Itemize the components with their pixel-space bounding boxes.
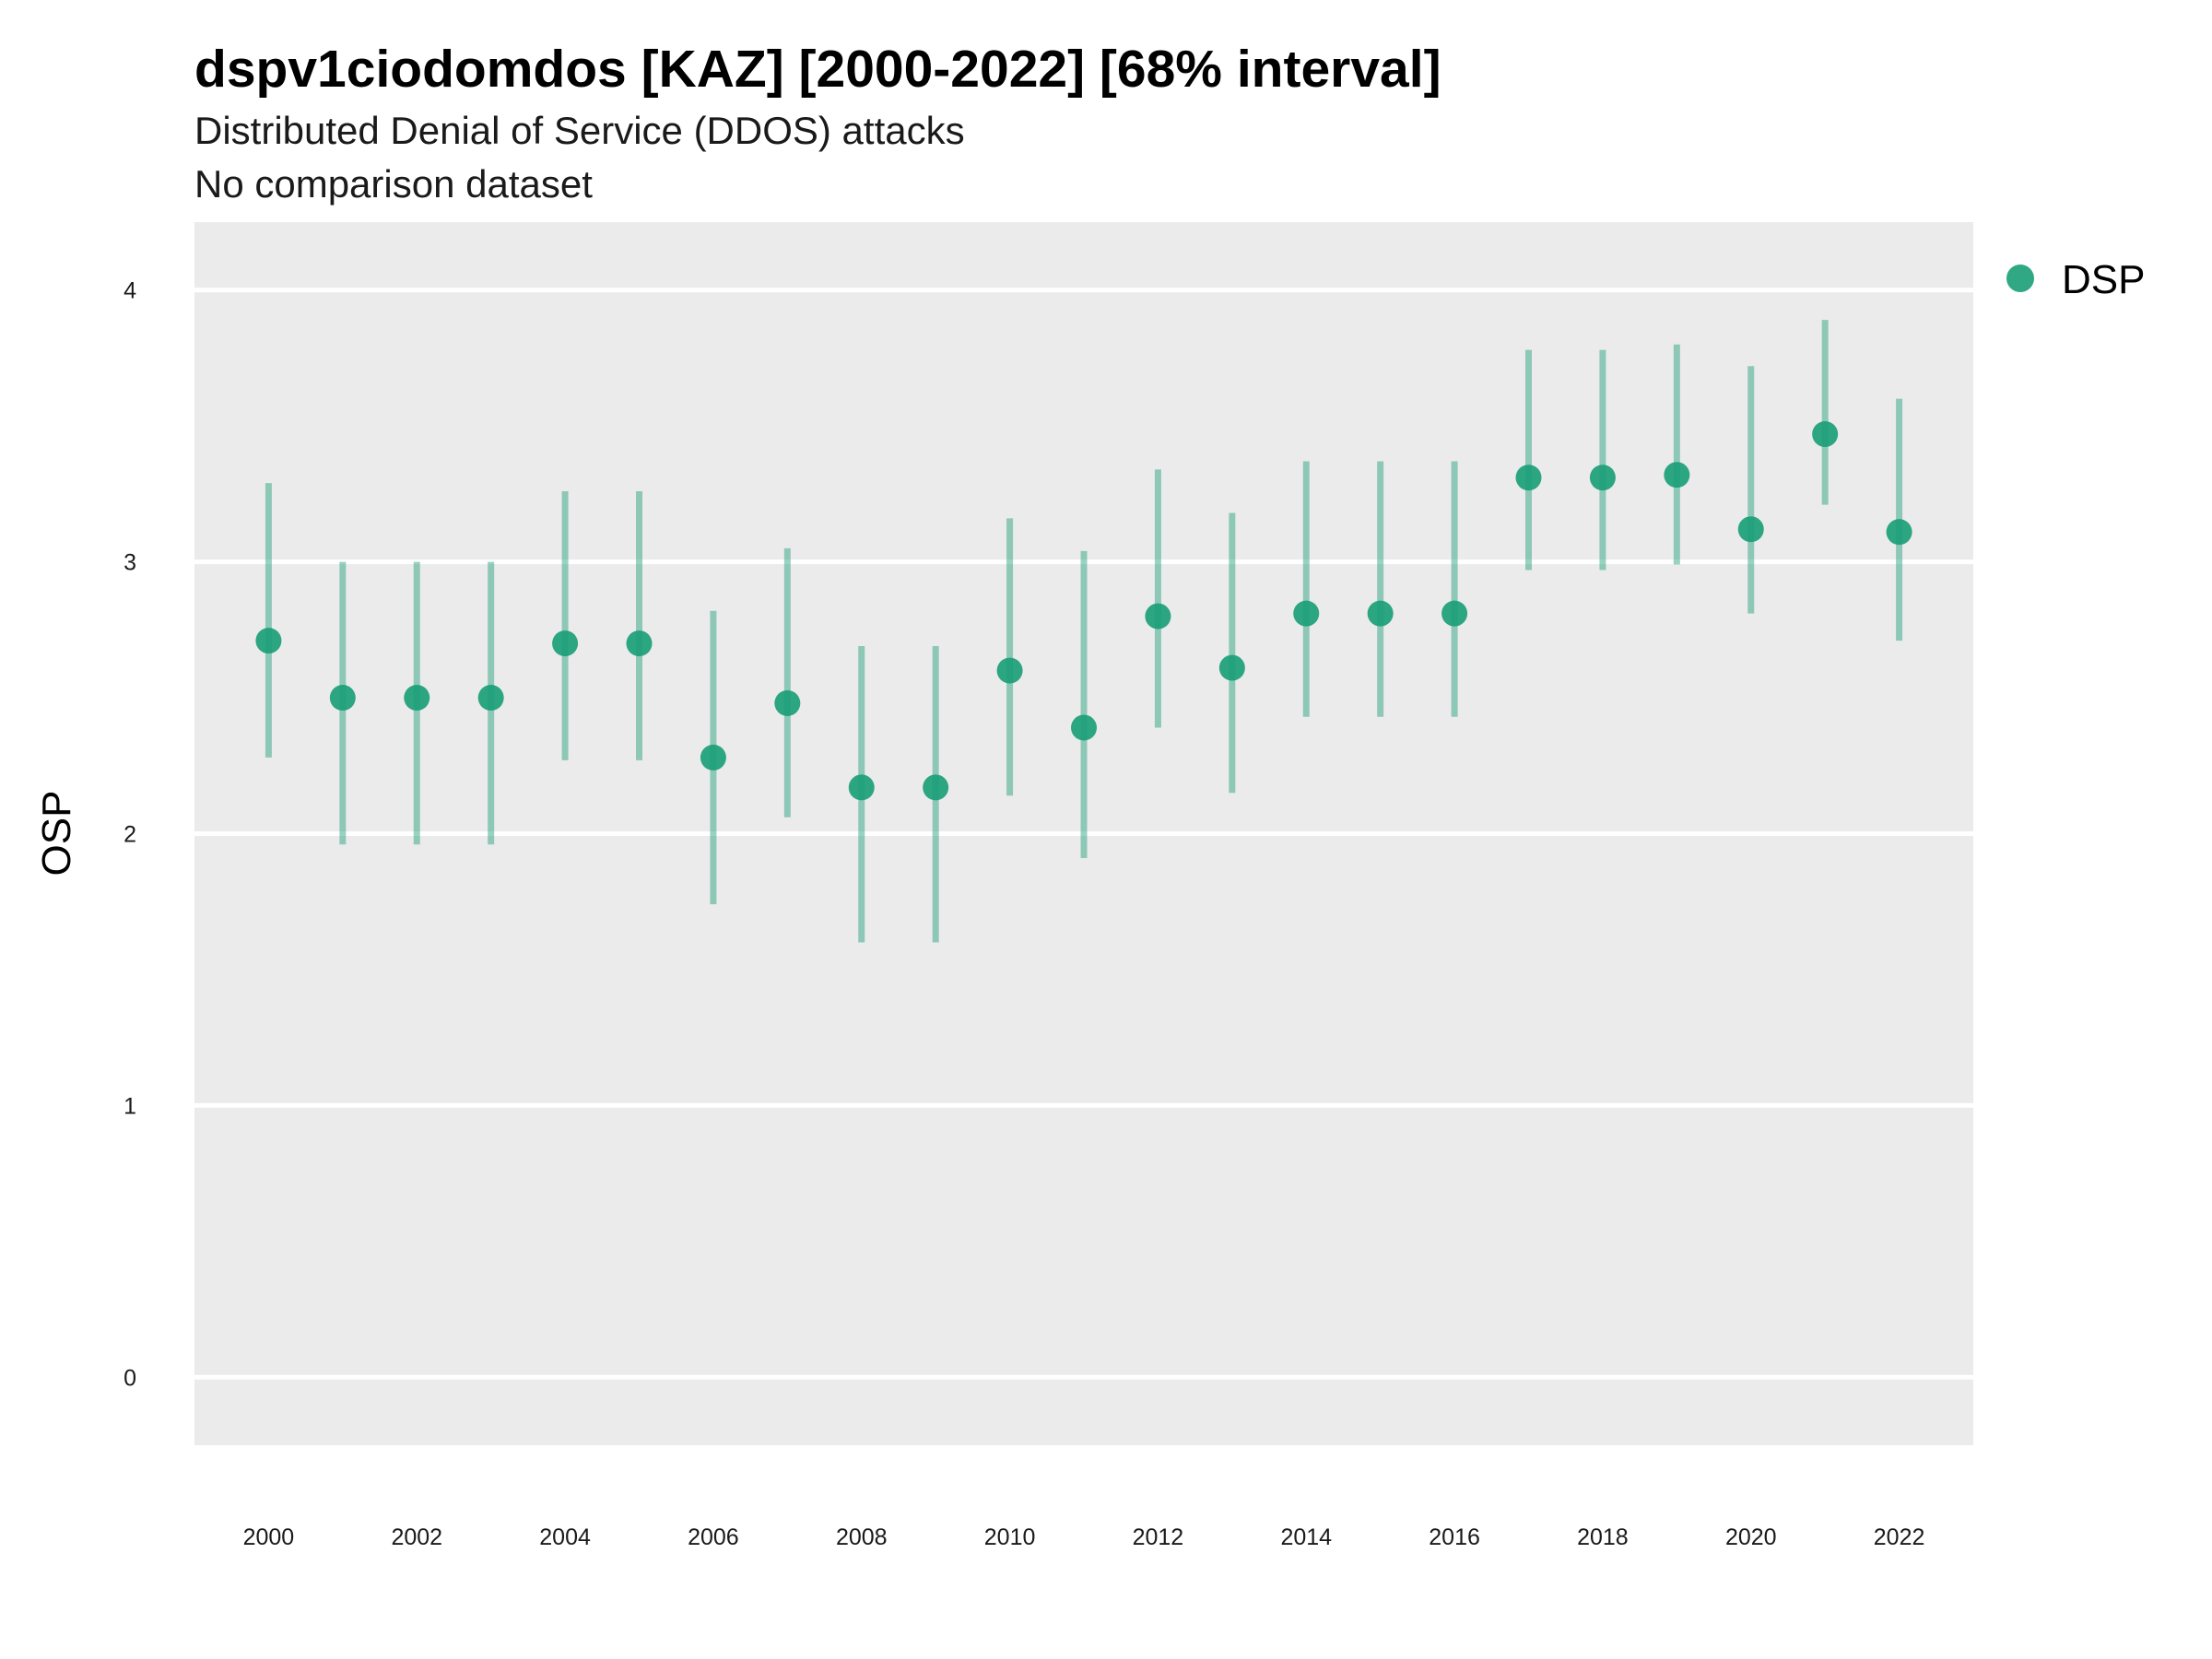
y-tick-label: 4: [124, 278, 136, 304]
data-point: [404, 685, 430, 712]
data-point: [255, 628, 282, 654]
data-point: [1589, 465, 1616, 491]
data-point: [1293, 600, 1320, 627]
x-tick-label: 2010: [984, 1524, 1036, 1550]
data-point: [700, 744, 726, 771]
x-tick-label: 2000: [243, 1524, 295, 1550]
data-point: [774, 689, 801, 716]
x-tick-label: 2022: [1874, 1524, 1925, 1550]
chart-subtitle: Distributed Denial of Service (DDOS) att…: [194, 109, 965, 152]
data-point: [1145, 603, 1171, 629]
x-tick-label: 2020: [1725, 1524, 1777, 1550]
y-axis-ticks: 0 1 2 3 4: [124, 278, 136, 1392]
data-point: [329, 685, 356, 712]
x-tick-label: 2014: [1280, 1524, 1332, 1550]
chart-subtitle-comparison: No comparison dataset: [194, 162, 593, 206]
x-tick-label: 2006: [688, 1524, 739, 1550]
data-point: [552, 630, 579, 657]
x-tick-label: 2008: [836, 1524, 888, 1550]
x-axis-ticks: 2000 2002 2004 2006 2008 2010 2012 2014 2016 2018…: [243, 1524, 1925, 1550]
x-tick-label: 2016: [1429, 1524, 1480, 1550]
data-point: [923, 774, 949, 801]
y-tick-label: 0: [124, 1365, 136, 1391]
chart-title: dspv1ciodomdos [KAZ] [2000-2022] [68% in…: [194, 40, 1441, 99]
x-tick-label: 2002: [391, 1524, 442, 1550]
x-tick-label: 2018: [1577, 1524, 1629, 1550]
data-point: [1218, 654, 1245, 681]
x-tick-label: 2012: [1133, 1524, 1184, 1550]
data-point: [1367, 600, 1394, 627]
data-point: [1441, 600, 1468, 627]
data-point: [848, 774, 875, 801]
data-point: [996, 657, 1023, 684]
legend-key-dsp: [2006, 265, 2034, 292]
estimate-points: [255, 421, 1912, 801]
y-tick-label: 1: [124, 1093, 136, 1119]
legend: DSP: [2006, 257, 2145, 302]
data-point: [1812, 421, 1839, 448]
data-point: [1071, 714, 1097, 741]
y-axis-label: OSP: [34, 791, 79, 877]
data-point: [1886, 519, 1912, 546]
data-point: [1515, 465, 1542, 491]
data-point: [1737, 516, 1764, 543]
gridlines: [194, 288, 1973, 1380]
data-point: [626, 630, 653, 657]
x-tick-label: 2004: [539, 1524, 591, 1550]
y-tick-label: 3: [124, 550, 136, 576]
data-point: [477, 685, 504, 712]
data-point: [1664, 462, 1690, 488]
y-tick-label: 2: [124, 822, 136, 848]
legend-label-dsp: DSP: [2062, 257, 2145, 302]
